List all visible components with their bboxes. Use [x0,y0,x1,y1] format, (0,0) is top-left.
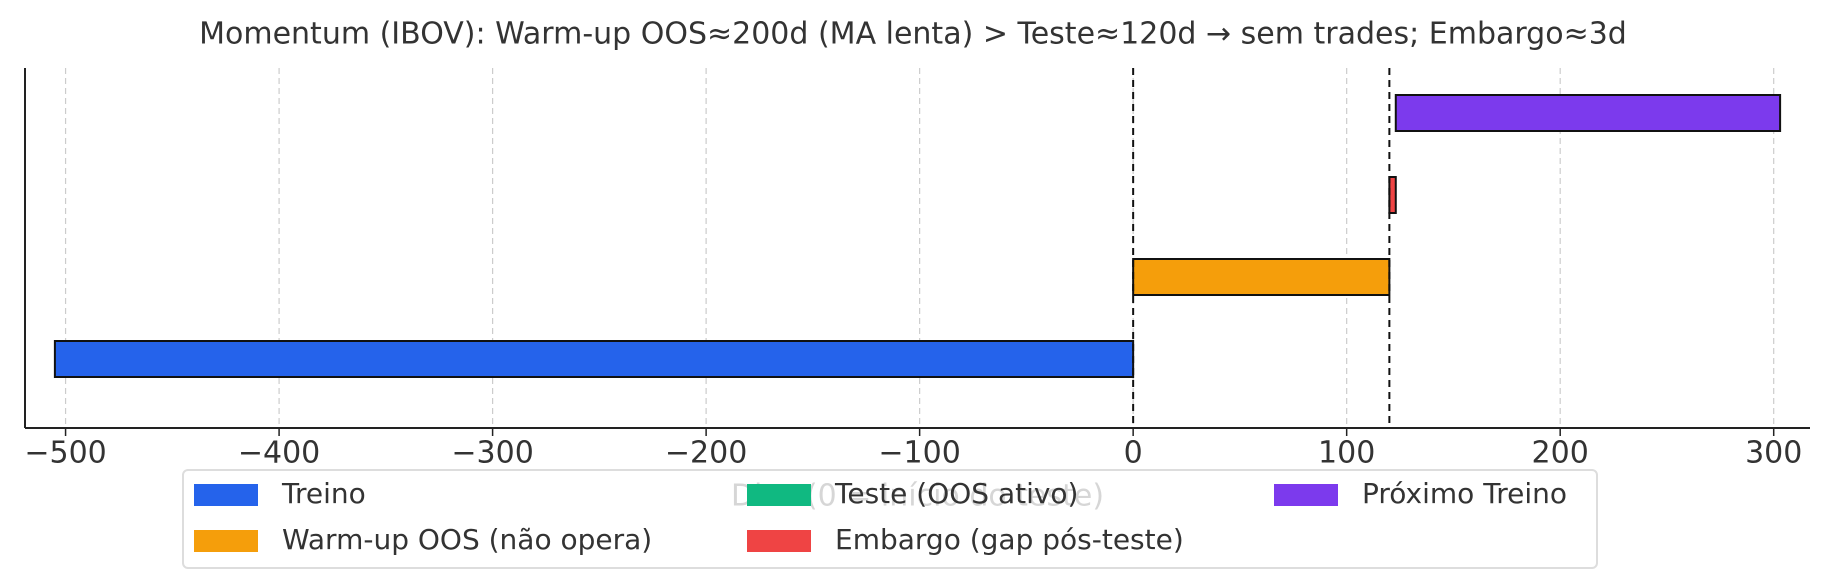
x-tick-label: 200 [1532,436,1589,471]
x-tick-label: −300 [451,436,533,471]
bar [1394,94,1782,132]
legend-label: Embargo (gap pós-teste) [835,523,1184,556]
bar [53,340,1135,378]
legend-swatch [747,484,811,506]
legend-label: Treino [281,477,366,510]
x-tick-label: 300 [1745,436,1802,471]
x-tick-label: −200 [665,436,747,471]
legend-swatch [194,484,258,506]
legend-label: Próximo Treino [1362,477,1567,510]
legend-label: Teste (OOS ativo) [834,477,1078,510]
legend-box [182,469,1598,569]
legend-swatch [194,530,258,552]
bar [1132,258,1391,296]
legend-swatch [747,530,811,552]
x-tick-label: −400 [238,436,320,471]
chart-title: Momentum (IBOV): Warm-up OOS≈200d (MA le… [199,17,1627,52]
x-tick-label: −100 [878,436,960,471]
legend-label: Warm-up OOS (não opera) [282,523,652,556]
x-tick-label: 100 [1318,436,1375,471]
x-tick-label: 0 [1124,436,1143,471]
legend-swatch [1274,484,1338,506]
x-tick-label: −500 [24,436,106,471]
